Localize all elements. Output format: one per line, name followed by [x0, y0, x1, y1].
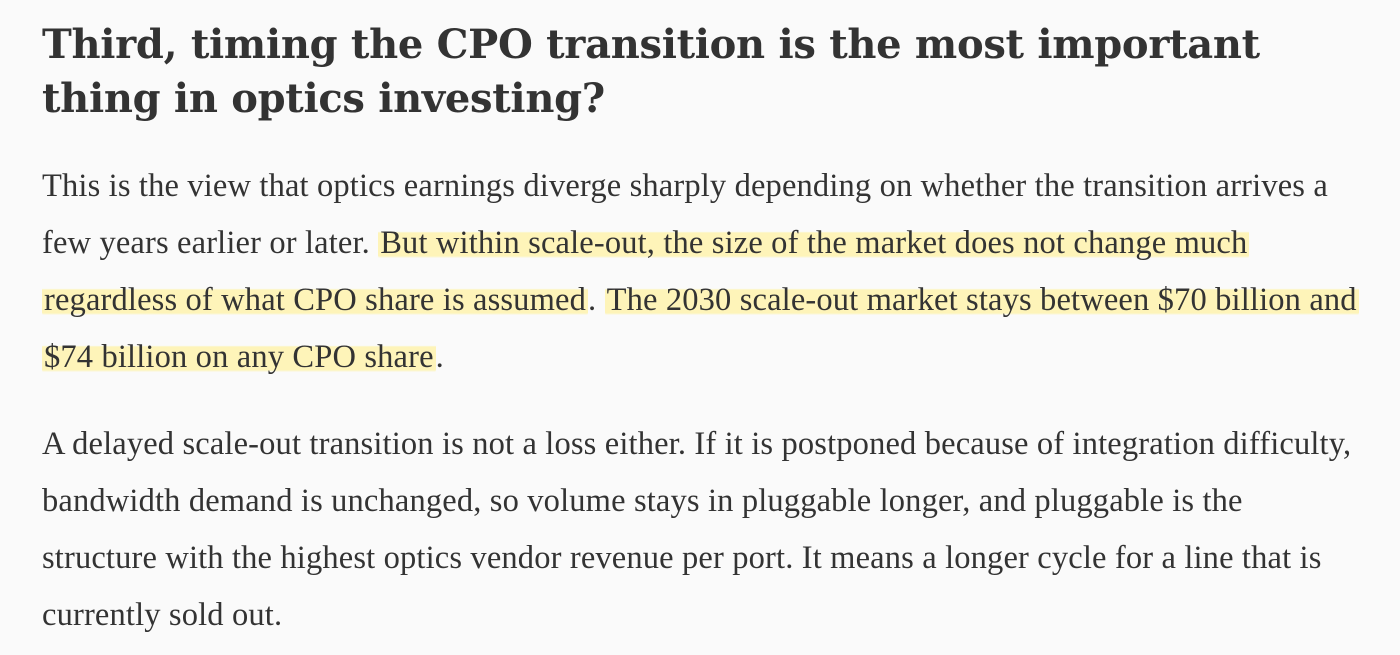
section-heading: Third, timing the CPO transition is the …	[42, 21, 1260, 122]
paragraph-1-lead-text: This is the view that optics earnings di…	[42, 168, 1328, 261]
paragraph-2: A delayed scale-out transition is not a …	[42, 426, 1352, 633]
paragraph-1-end-text: .	[435, 339, 444, 375]
paragraph-1: This is the view that optics earnings di…	[42, 158, 1362, 386]
paragraph-1-middle-text: .	[588, 282, 605, 318]
